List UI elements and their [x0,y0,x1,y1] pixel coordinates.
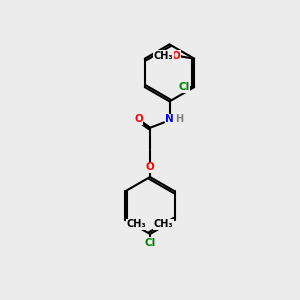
Text: H: H [175,114,183,124]
Text: Cl: Cl [144,238,156,248]
Text: O: O [172,51,181,61]
Text: Cl: Cl [178,82,189,92]
Text: O: O [146,162,154,172]
Text: CH₃: CH₃ [154,219,173,229]
Text: CH₃: CH₃ [154,51,173,61]
Text: O: O [134,114,143,124]
Text: N: N [165,114,174,124]
Text: CH₃: CH₃ [127,219,146,229]
